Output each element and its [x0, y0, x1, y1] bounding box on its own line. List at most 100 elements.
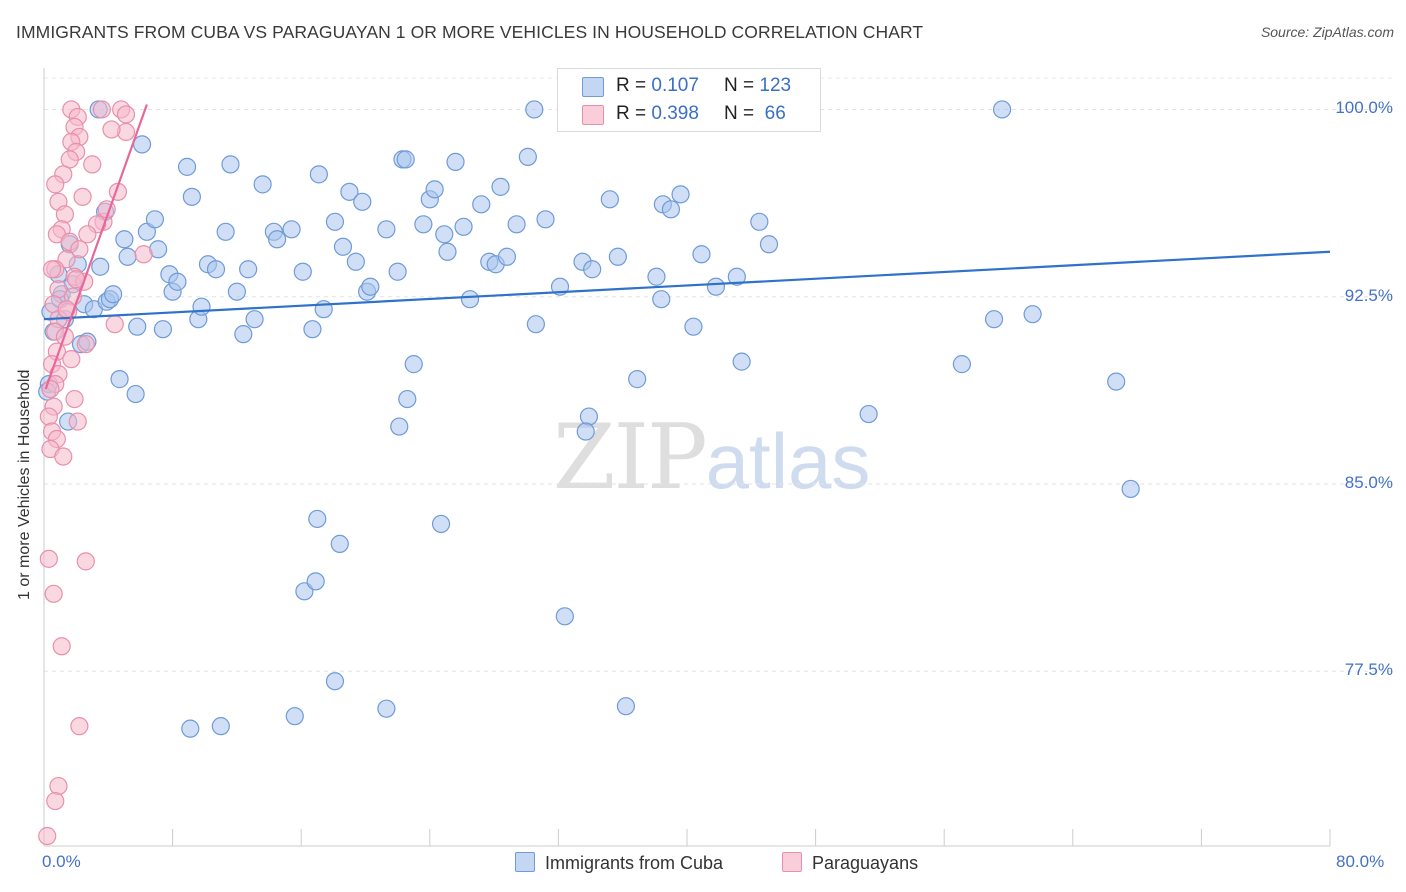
- point-cuba-92: [727, 267, 746, 286]
- point-cuba-53: [340, 182, 359, 201]
- point-paraguayans-58: [44, 584, 63, 603]
- watermark-zip: ZIP: [553, 405, 708, 510]
- point-cuba-122: [396, 150, 415, 169]
- point-paraguayans-23: [134, 245, 153, 264]
- x-tick-label-max: 80.0%: [1336, 852, 1385, 871]
- point-cuba-39: [227, 282, 246, 301]
- point-cuba-110: [308, 509, 327, 529]
- point-paraguayans-62: [46, 791, 65, 811]
- point-cuba-99: [1107, 372, 1126, 391]
- legend-swatch-cuba: [582, 77, 604, 97]
- point-cuba-100: [1121, 479, 1140, 499]
- point-cuba-119: [181, 719, 200, 738]
- point-cuba-114: [306, 572, 325, 591]
- point-cuba-91: [732, 352, 751, 371]
- point-paraguayans-9: [60, 150, 79, 169]
- point-cuba-104: [390, 417, 409, 436]
- trend-line-cuba: [43, 250, 1331, 321]
- bottom-legend-swatch-paraguayans: [782, 852, 802, 872]
- point-paraguayans-45: [68, 412, 87, 431]
- chart-title: IMMIGRANTS FROM CUBA VS PARAGUAYAN 1 OR …: [16, 22, 924, 42]
- point-cuba-89: [692, 245, 711, 264]
- point-cuba-81: [583, 260, 602, 279]
- point-paraguayans-32: [105, 315, 124, 334]
- stats-legend-row-paraguayans: R = 0.398 N = 66: [558, 101, 820, 129]
- point-paraguayans-56: [39, 549, 58, 568]
- point-cuba-111: [330, 534, 349, 553]
- point-cuba-105: [579, 407, 599, 426]
- watermark-atlas: atlas: [705, 417, 871, 505]
- point-cuba-74: [497, 247, 517, 266]
- point-paraguayans-64: [116, 105, 136, 124]
- point-cuba-115: [555, 607, 574, 626]
- point-paraguayans-53: [42, 260, 62, 279]
- point-cuba-87: [671, 185, 690, 204]
- point-paraguayans-1: [92, 100, 111, 119]
- point-cuba-37: [216, 222, 235, 241]
- point-cuba-36: [206, 260, 226, 279]
- point-cuba-108: [398, 389, 417, 409]
- point-cuba-121: [616, 697, 636, 716]
- point-paraguayans-60: [70, 717, 89, 736]
- point-cuba-126: [992, 100, 1012, 119]
- point-paraguayans-35: [76, 335, 95, 354]
- point-cuba-57: [361, 277, 380, 296]
- point-cuba-109: [576, 422, 595, 441]
- point-cuba-51: [325, 212, 345, 231]
- point-cuba-20: [118, 247, 137, 266]
- point-cuba-78: [536, 210, 555, 229]
- point-cuba-40: [234, 325, 253, 344]
- point-cuba-59: [388, 262, 407, 281]
- point-cuba-27: [153, 320, 173, 339]
- legend-n-paraguayans: N = 66: [724, 103, 786, 124]
- point-cuba-66: [438, 242, 457, 261]
- y-tick-label-3: 77.5%: [1344, 660, 1393, 680]
- point-paraguayans-65: [102, 120, 121, 139]
- point-cuba-41: [239, 260, 258, 279]
- point-paraguayans-59: [52, 637, 71, 656]
- point-cuba-98: [1023, 305, 1042, 324]
- point-cuba-83: [608, 247, 627, 266]
- point-cuba-76: [518, 147, 537, 166]
- stats-legend-row-cuba: R = 0.107 N = 123: [558, 73, 820, 101]
- point-cuba-48: [303, 320, 322, 339]
- y-tick-label-2: 85.0%: [1344, 472, 1393, 492]
- point-cuba-67: [446, 152, 465, 171]
- point-cuba-69: [460, 290, 480, 309]
- point-paraguayans-13: [73, 187, 92, 206]
- point-cuba-106: [628, 370, 647, 389]
- point-cuba-94: [759, 235, 779, 254]
- point-cuba-19: [115, 230, 134, 249]
- point-cuba-54: [346, 252, 365, 271]
- point-cuba-38: [221, 155, 240, 174]
- point-cuba-45: [267, 230, 287, 249]
- point-paraguayans-12: [46, 175, 65, 194]
- legend-swatch-paraguayans: [582, 105, 604, 125]
- bottom-legend-swatch-cuba: [515, 852, 535, 872]
- trend-line-paraguayans: [44, 104, 148, 390]
- point-cuba-88: [684, 317, 703, 336]
- y-tick-label-1: 92.5%: [1344, 285, 1393, 305]
- point-cuba-117: [377, 699, 396, 718]
- point-cuba-21: [126, 384, 145, 404]
- point-cuba-43: [253, 175, 272, 194]
- point-paraguayans-10: [83, 155, 102, 174]
- point-cuba-17: [104, 285, 123, 304]
- point-cuba-84: [647, 267, 666, 286]
- stats-legend: R = 0.107 N = 123 R = 0.398 N = 66: [557, 68, 821, 132]
- point-cuba-93: [750, 212, 769, 231]
- point-cuba-70: [472, 195, 491, 214]
- legend-r-paraguayans: R = 0.398: [616, 103, 699, 124]
- point-paraguayans-21: [70, 240, 89, 259]
- point-cuba-22: [128, 317, 147, 336]
- point-cuba-32: [177, 157, 197, 176]
- point-paraguayans-61: [49, 776, 68, 796]
- point-paraguayans-41: [41, 379, 60, 399]
- point-cuba-34: [192, 297, 211, 316]
- point-cuba-25: [145, 210, 165, 229]
- point-cuba-62: [414, 215, 433, 234]
- y-tick-label-0: 100.0%: [1335, 98, 1393, 118]
- point-cuba-95: [859, 404, 878, 424]
- point-cuba-118: [285, 707, 304, 726]
